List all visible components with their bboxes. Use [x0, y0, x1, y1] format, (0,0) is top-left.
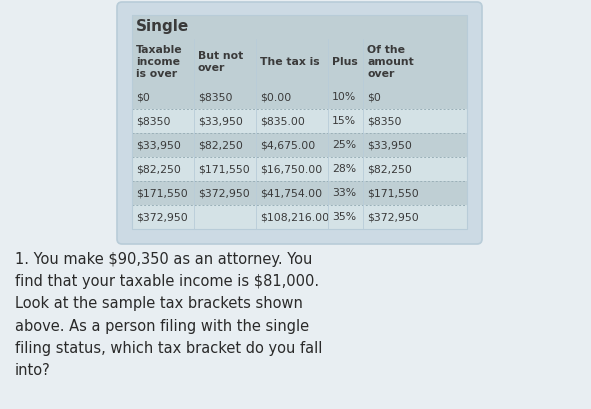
Text: $372,950: $372,950: [136, 212, 188, 222]
Text: 10%: 10%: [332, 92, 356, 102]
Text: But not
over: But not over: [198, 51, 243, 73]
Text: $372,950: $372,950: [198, 188, 250, 198]
Text: 35%: 35%: [332, 212, 356, 222]
FancyBboxPatch shape: [132, 109, 467, 133]
Text: $16,750.00: $16,750.00: [260, 164, 322, 174]
Text: $0: $0: [367, 92, 381, 102]
Text: The tax is: The tax is: [260, 57, 320, 67]
Text: $108,216.00: $108,216.00: [260, 212, 329, 222]
Text: $33,950: $33,950: [367, 140, 412, 150]
Text: $835.00: $835.00: [260, 116, 305, 126]
Text: $171,550: $171,550: [367, 188, 419, 198]
Text: $82,250: $82,250: [367, 164, 412, 174]
Text: $0: $0: [136, 92, 150, 102]
Text: $8350: $8350: [136, 116, 170, 126]
Text: 15%: 15%: [332, 116, 356, 126]
Text: $8350: $8350: [198, 92, 232, 102]
Text: 1. You make $90,350 as an attorney. You
find that your taxable income is $81,000: 1. You make $90,350 as an attorney. You …: [15, 252, 322, 378]
FancyBboxPatch shape: [132, 15, 467, 39]
Text: 33%: 33%: [332, 188, 356, 198]
FancyBboxPatch shape: [117, 2, 482, 244]
FancyBboxPatch shape: [132, 181, 467, 205]
Text: $33,950: $33,950: [198, 116, 243, 126]
Text: 28%: 28%: [332, 164, 356, 174]
Text: $0.00: $0.00: [260, 92, 291, 102]
Text: $171,550: $171,550: [136, 188, 188, 198]
Text: $33,950: $33,950: [136, 140, 181, 150]
FancyBboxPatch shape: [132, 133, 467, 157]
Text: $82,250: $82,250: [198, 140, 243, 150]
Text: Plus: Plus: [332, 57, 358, 67]
Text: $171,550: $171,550: [198, 164, 250, 174]
Text: 25%: 25%: [332, 140, 356, 150]
FancyBboxPatch shape: [132, 85, 467, 109]
FancyBboxPatch shape: [132, 39, 467, 85]
Text: $372,950: $372,950: [367, 212, 419, 222]
FancyBboxPatch shape: [132, 157, 467, 181]
Text: Single: Single: [136, 20, 189, 34]
Text: $8350: $8350: [367, 116, 402, 126]
FancyBboxPatch shape: [132, 205, 467, 229]
Text: $4,675.00: $4,675.00: [260, 140, 315, 150]
Text: Taxable
income
is over: Taxable income is over: [136, 45, 183, 79]
Text: $41,754.00: $41,754.00: [260, 188, 322, 198]
Text: $82,250: $82,250: [136, 164, 181, 174]
Text: Of the
amount
over: Of the amount over: [367, 45, 414, 79]
